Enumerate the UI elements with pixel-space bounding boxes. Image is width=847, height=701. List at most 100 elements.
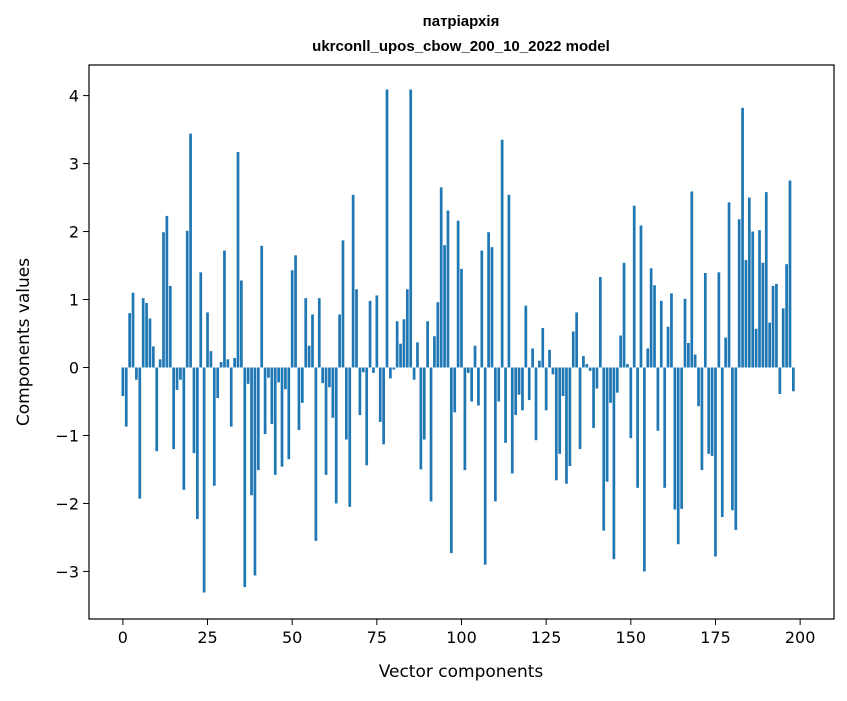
bar-10 xyxy=(155,367,159,452)
bar-192 xyxy=(771,285,775,368)
bar-70 xyxy=(358,367,362,416)
x-tick-label-200: 200 xyxy=(785,628,816,647)
bar-67 xyxy=(348,367,352,507)
bar-58 xyxy=(317,298,321,368)
bar-147 xyxy=(619,335,623,368)
bar-112 xyxy=(500,139,504,368)
bar-177 xyxy=(720,367,724,518)
bar-36 xyxy=(243,367,247,588)
bar-118 xyxy=(521,367,524,411)
bar-79 xyxy=(389,367,392,379)
bar-29 xyxy=(219,362,223,368)
bar-16 xyxy=(175,367,179,390)
bar-6 xyxy=(141,298,145,368)
bar-84 xyxy=(405,289,409,368)
bar-190 xyxy=(764,192,768,368)
bar-2 xyxy=(128,313,131,368)
bar-170 xyxy=(697,367,700,407)
bar-149 xyxy=(626,364,629,368)
bar-21 xyxy=(192,367,196,454)
bar-78 xyxy=(385,89,389,368)
bar-55 xyxy=(307,345,311,368)
chart-title-line2: ukrconll_upos_cbow_200_10_2022 model xyxy=(312,38,610,55)
bar-87 xyxy=(416,342,419,368)
bar-5 xyxy=(138,367,142,499)
bar-9 xyxy=(151,346,155,368)
bar-195 xyxy=(781,308,785,368)
bar-103 xyxy=(470,367,474,402)
bar-111 xyxy=(497,367,501,402)
y-tick-label-3: 3 xyxy=(69,155,79,174)
chart-title-line1: патріархія xyxy=(423,13,500,30)
bar-83 xyxy=(402,319,406,368)
bar-4 xyxy=(135,367,138,380)
bar-49 xyxy=(287,367,291,460)
bar-143 xyxy=(605,367,609,482)
bar-50 xyxy=(290,270,294,368)
bar-161 xyxy=(666,326,670,368)
bar-48 xyxy=(284,367,287,390)
bar-129 xyxy=(558,367,562,454)
bar-19 xyxy=(185,230,189,368)
bar-66 xyxy=(345,367,348,440)
bar-168 xyxy=(690,191,694,368)
bar-102 xyxy=(466,367,470,373)
bar-114 xyxy=(507,194,511,368)
bar-156 xyxy=(649,268,653,368)
bar-22 xyxy=(196,367,199,520)
bar-165 xyxy=(680,367,683,509)
bar-31 xyxy=(226,359,230,368)
bar-99 xyxy=(456,220,460,368)
bar-69 xyxy=(355,289,358,368)
bar-135 xyxy=(578,367,582,450)
bar-74 xyxy=(372,367,375,373)
bar-150 xyxy=(629,367,633,439)
bar-75 xyxy=(375,295,379,368)
bar-95 xyxy=(443,245,446,368)
x-axis-label: Vector components xyxy=(379,662,544,682)
bar-148 xyxy=(622,262,626,368)
bar-30 xyxy=(223,250,226,368)
bar-119 xyxy=(524,305,528,368)
bar-73 xyxy=(368,300,372,368)
bar-160 xyxy=(663,367,667,488)
bar-80 xyxy=(392,367,396,370)
plot-frame xyxy=(88,64,835,620)
bar-94 xyxy=(439,187,443,368)
bar-40 xyxy=(256,367,260,471)
bar-198 xyxy=(792,367,795,392)
bar-137 xyxy=(585,364,589,368)
y-tick-label--1: −1 xyxy=(55,426,79,445)
bar-1 xyxy=(124,367,128,427)
bar-56 xyxy=(311,314,314,368)
bar-88 xyxy=(419,367,423,470)
bar-45 xyxy=(273,367,277,475)
x-tick-label-0: 0 xyxy=(118,628,128,647)
bar-38 xyxy=(250,367,253,496)
bar-167 xyxy=(687,343,690,368)
bar-24 xyxy=(202,367,206,593)
bar-107 xyxy=(483,367,487,565)
bar-126 xyxy=(548,349,551,368)
bar-90 xyxy=(426,321,429,368)
bar-116 xyxy=(514,367,518,416)
bar-105 xyxy=(477,367,480,406)
bar-110 xyxy=(494,367,497,502)
x-axis-ticks: 0 25 50 75 100 125 150 175 200 xyxy=(118,619,816,647)
bar-134 xyxy=(575,312,578,368)
bar-11 xyxy=(158,359,162,368)
bar-108 xyxy=(487,232,490,368)
bar-123 xyxy=(538,360,541,368)
x-tick-label-150: 150 xyxy=(616,628,647,647)
bar-57 xyxy=(314,367,318,541)
bar-174 xyxy=(710,367,714,456)
bar-173 xyxy=(707,367,711,454)
bar-34 xyxy=(236,152,240,368)
bar-97 xyxy=(449,367,453,554)
bar-125 xyxy=(544,367,548,411)
bar-154 xyxy=(643,367,646,572)
bar-132 xyxy=(568,367,572,467)
bar-139 xyxy=(592,367,595,428)
bar-124 xyxy=(541,328,545,368)
bar-193 xyxy=(775,283,778,368)
